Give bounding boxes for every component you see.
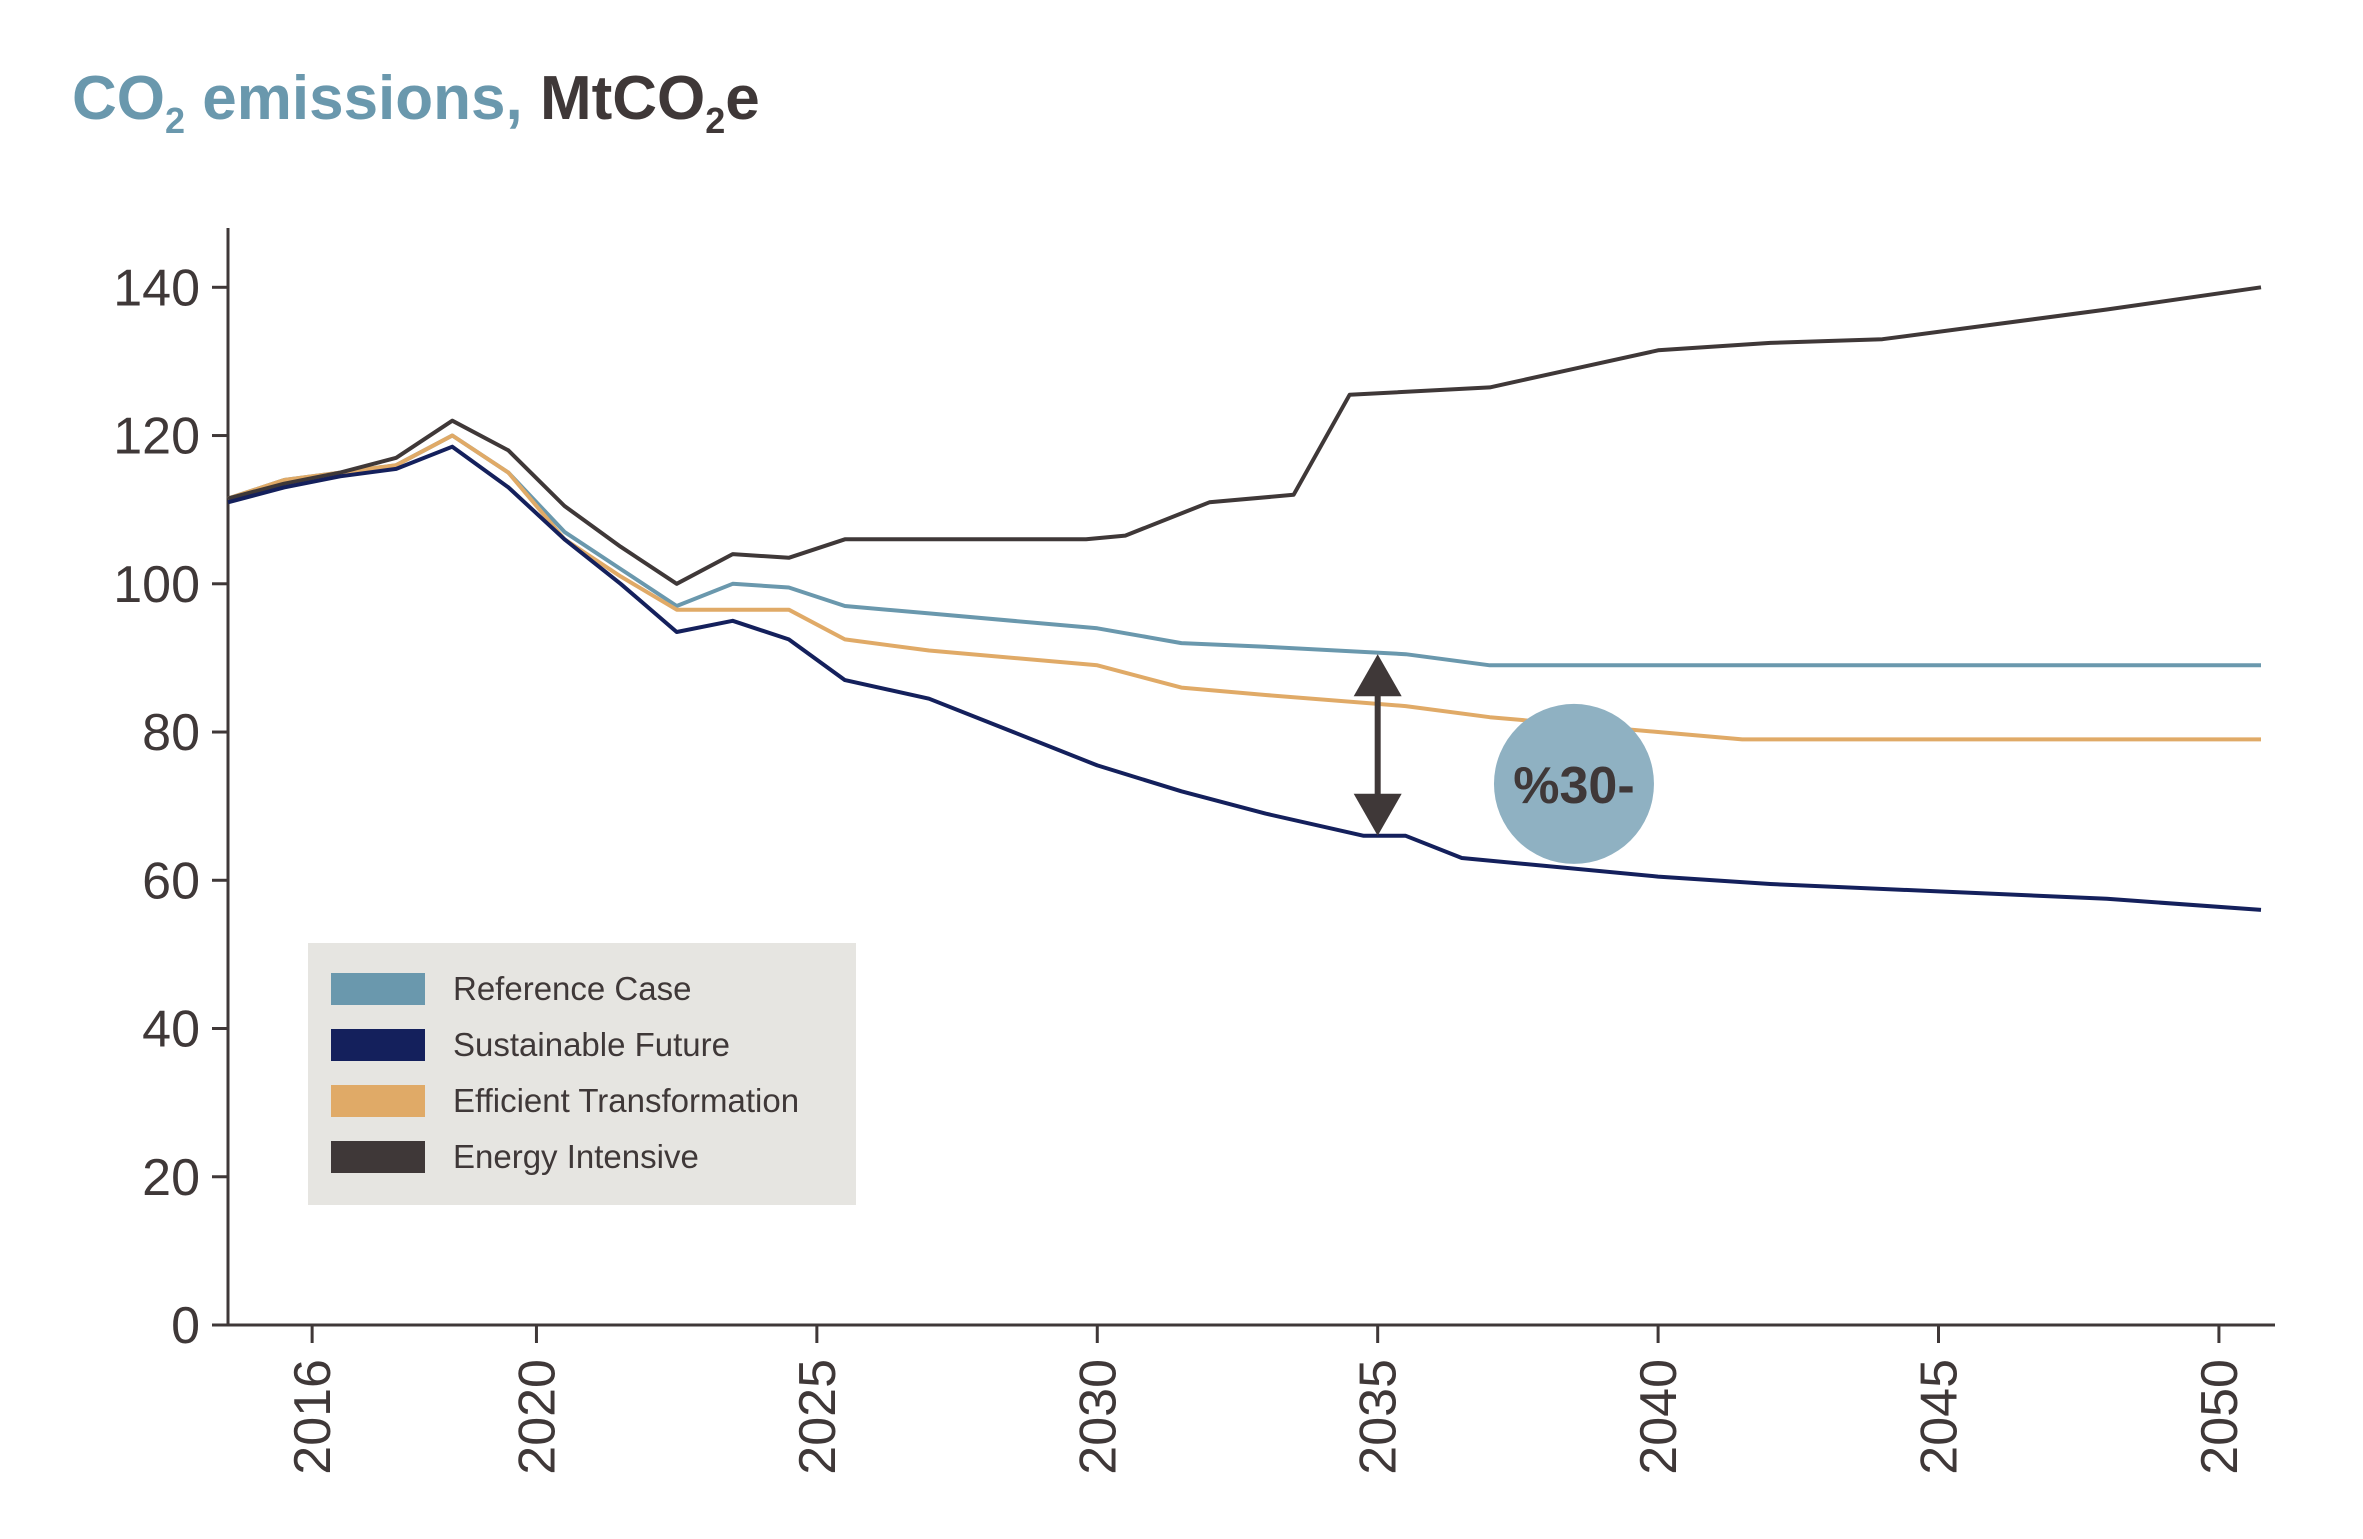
x-tick-label: 2020 xyxy=(508,1359,566,1475)
legend-swatch xyxy=(331,1029,425,1061)
legend-label: Efficient Transformation xyxy=(453,1082,799,1119)
x-tick-label: 2035 xyxy=(1350,1359,1408,1475)
legend-label: Reference Case xyxy=(453,970,691,1007)
y-tick-label: 60 xyxy=(142,852,200,910)
series-line-reference-case xyxy=(227,433,2261,668)
series-line-energy-intensive xyxy=(227,285,2262,586)
series-line-sustainable-future xyxy=(227,444,2262,912)
x-tick-label: 2045 xyxy=(1911,1359,1969,1475)
series-line-efficient-transformation xyxy=(227,433,2261,742)
x-tick-label: 2050 xyxy=(2191,1359,2249,1475)
reduction-arrow-head-up xyxy=(1353,654,1402,697)
y-tick-label: 20 xyxy=(142,1149,200,1207)
x-tick-label: 2030 xyxy=(1069,1359,1127,1475)
y-tick-label: 80 xyxy=(142,704,200,762)
title-part2: MtCO2e xyxy=(522,64,760,141)
x-tick-label: 2025 xyxy=(789,1359,847,1475)
series-lines xyxy=(227,285,2262,912)
legend-label: Sustainable Future xyxy=(453,1026,730,1063)
x-tick-label: 2016 xyxy=(284,1359,342,1475)
y-tick-label: 120 xyxy=(113,408,200,466)
legend: Reference Case Sustainable Future Efficien… xyxy=(308,943,856,1205)
legend-swatch xyxy=(331,1085,425,1117)
legend-swatch xyxy=(331,973,425,1005)
x-tick-label: 2040 xyxy=(1630,1359,1688,1475)
y-tick-label: 40 xyxy=(142,1001,200,1059)
legend-label: Energy Intensive xyxy=(453,1138,699,1175)
annotation: %30- xyxy=(1353,654,1654,864)
reduction-arrow-head-down xyxy=(1353,793,1402,836)
y-tick-label: 0 xyxy=(171,1297,200,1355)
legend-swatch xyxy=(331,1141,425,1173)
reduction-badge xyxy=(1493,703,1654,864)
reduction-badge-label: %30- xyxy=(1513,757,1634,815)
y-tick-label: 100 xyxy=(113,556,200,614)
title-part1: CO2 emissions, xyxy=(72,64,523,141)
chart-title: CO2 emissions, MtCO2e xyxy=(72,62,760,141)
y-tick-label: 140 xyxy=(113,259,200,317)
